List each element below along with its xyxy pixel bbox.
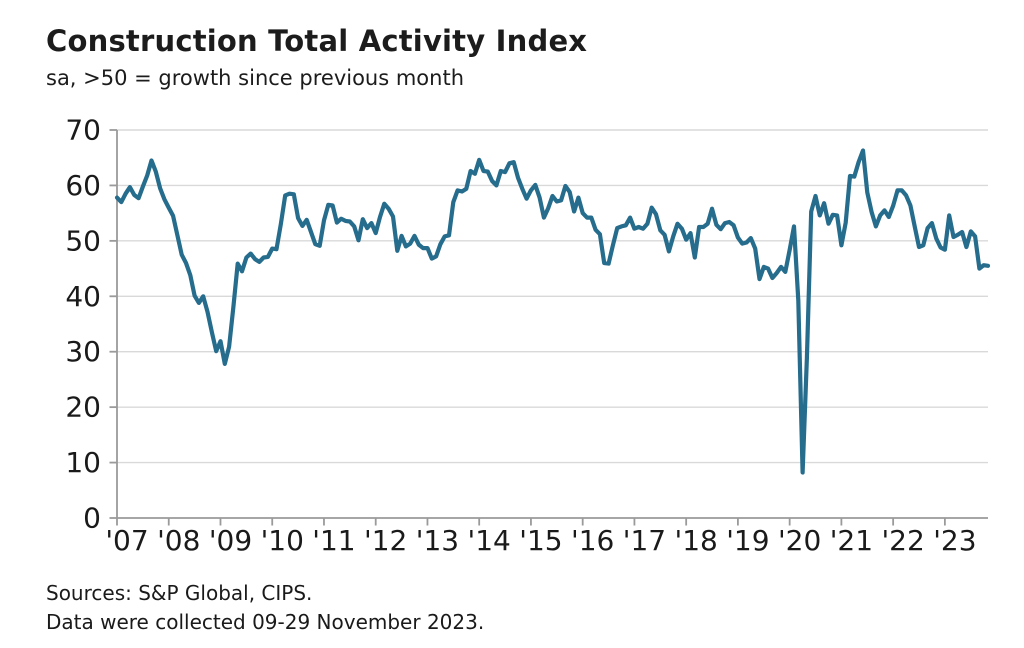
y-tick-label: 40 xyxy=(65,280,101,313)
chart-title: Construction Total Activity Index xyxy=(46,24,588,58)
x-tick-label: '23 xyxy=(933,524,976,557)
y-tick-label: 0 xyxy=(83,502,101,535)
y-tick-label: 70 xyxy=(65,114,101,147)
x-tick-label: '13 xyxy=(416,524,459,557)
y-tick-label: 20 xyxy=(65,391,101,424)
chart-subtitle: sa, >50 = growth since previous month xyxy=(46,66,465,90)
x-tick-label: '11 xyxy=(312,524,355,557)
x-tick-label: '09 xyxy=(209,524,252,557)
source-note: Sources: S&P Global, CIPS. xyxy=(46,581,313,605)
x-tick-label: '18 xyxy=(675,524,718,557)
y-tick-label: 60 xyxy=(65,169,101,202)
x-tick-label: '17 xyxy=(623,524,666,557)
y-tick-label: 30 xyxy=(65,335,101,368)
x-tick-label: '14 xyxy=(468,524,511,557)
x-tick-label: '21 xyxy=(830,524,873,557)
x-tick-label: '19 xyxy=(726,524,769,557)
x-tick-label: '16 xyxy=(571,524,614,557)
x-tick-label: '07 xyxy=(105,524,148,557)
y-tick-label: 10 xyxy=(65,446,101,479)
x-tick-label: '12 xyxy=(364,524,407,557)
collection-note: Data were collected 09-29 November 2023. xyxy=(46,610,485,634)
x-tick-label: '20 xyxy=(778,524,821,557)
x-tick-label: '15 xyxy=(519,524,562,557)
activity-line xyxy=(114,148,991,475)
y-tick-label: 50 xyxy=(65,224,101,257)
x-tick-label: '10 xyxy=(261,524,304,557)
x-tick-label: '08 xyxy=(157,524,200,557)
x-tick-label: '22 xyxy=(881,524,924,557)
